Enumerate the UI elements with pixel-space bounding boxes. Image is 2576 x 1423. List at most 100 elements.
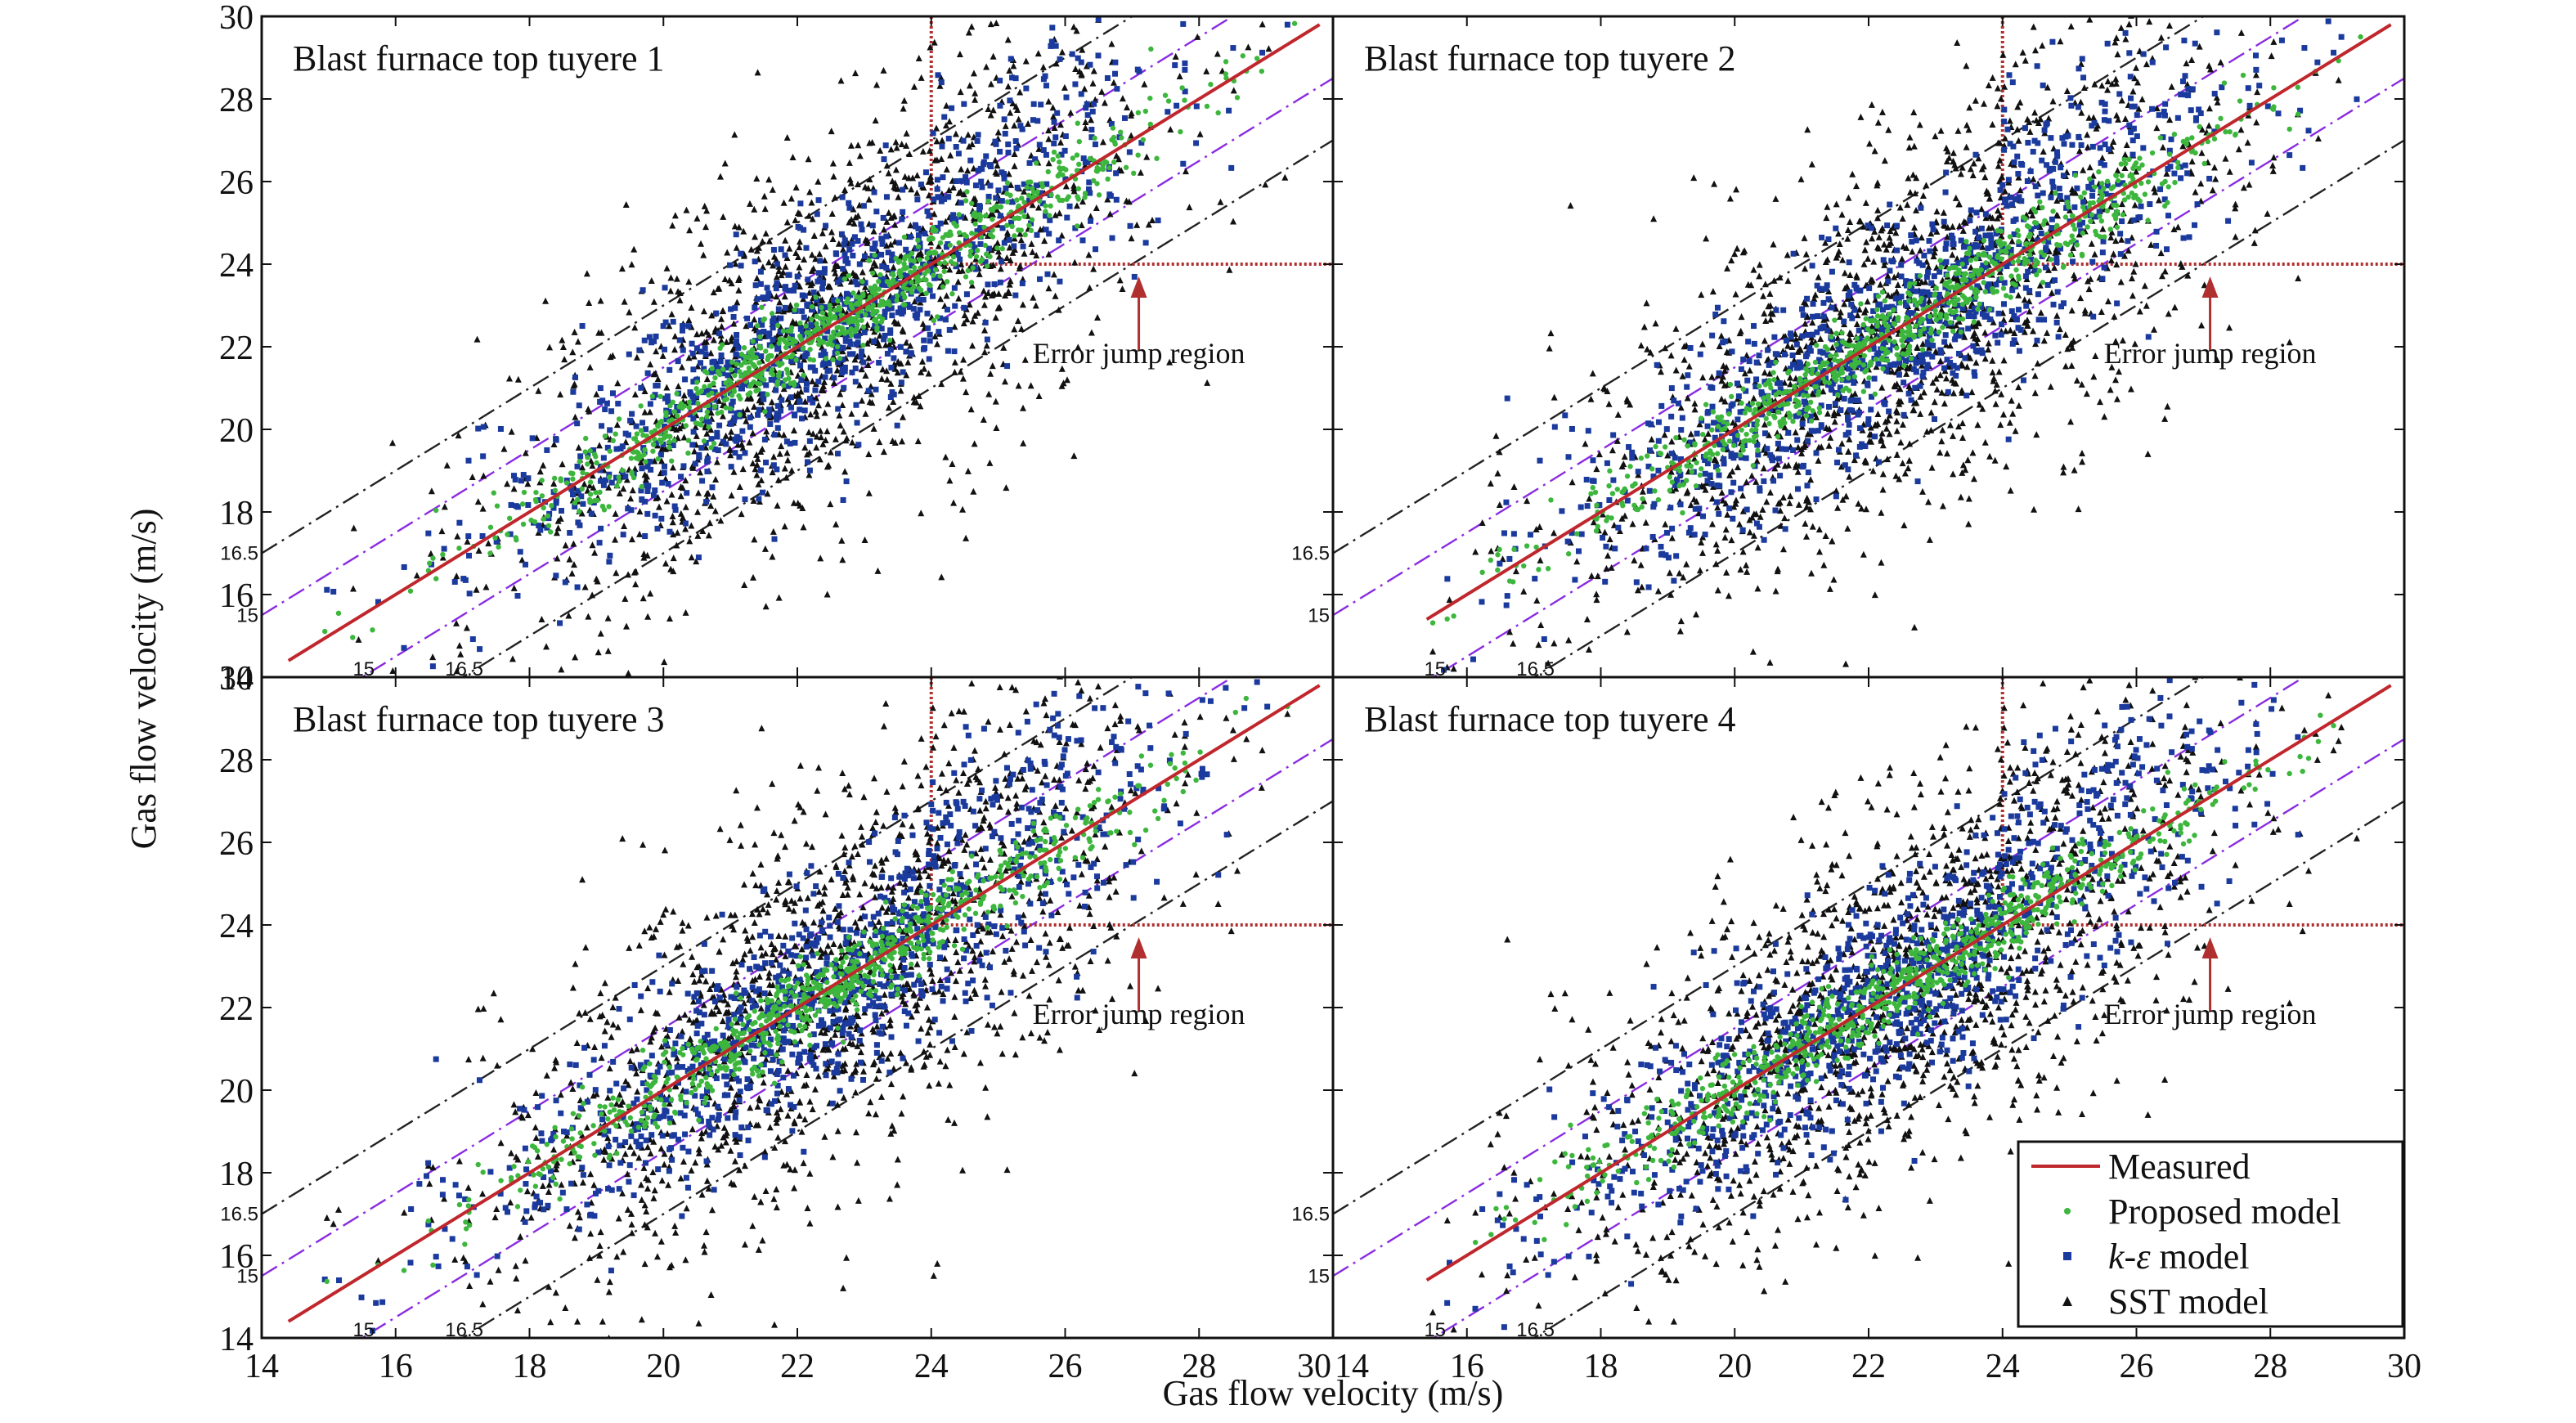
k-epsilon-point: [638, 384, 644, 391]
sst-point: [1618, 463, 1626, 470]
sst-point: [887, 240, 895, 248]
sst-point: [2001, 83, 2008, 90]
k-epsilon-point: [1039, 200, 1046, 207]
k-epsilon-point: [1043, 181, 1050, 187]
sst-point: [1701, 435, 1708, 442]
sst-point: [782, 236, 789, 244]
sst-point: [747, 245, 755, 253]
k-epsilon-point: [2301, 45, 2308, 52]
k-epsilon-point: [977, 225, 984, 231]
proposed-point: [638, 403, 644, 409]
sst-point: [1642, 518, 1649, 526]
k-epsilon-point: [1083, 105, 1089, 111]
sst-point: [2107, 257, 2115, 264]
sst-point: [1149, 216, 1156, 223]
k-epsilon-point: [759, 321, 765, 328]
sst-point: [1088, 116, 1095, 123]
sst-point: [1676, 569, 1683, 577]
proposed-point: [762, 409, 768, 415]
k-epsilon-point: [1037, 190, 1043, 196]
sst-point: [862, 410, 869, 417]
sst-point: [655, 503, 662, 510]
sst-point: [2198, 126, 2206, 133]
k-epsilon-point: [784, 383, 791, 389]
k-epsilon-point: [775, 343, 782, 350]
proposed-point: [593, 489, 599, 496]
sst-point: [1757, 513, 1764, 520]
proposed-point: [1051, 149, 1057, 155]
k-epsilon-point: [963, 237, 970, 244]
sst-point: [2113, 395, 2120, 402]
sst-point: [1871, 227, 1878, 235]
sst-point: [1573, 558, 1581, 565]
sst-point: [1089, 79, 1097, 87]
sst-point: [1658, 368, 1665, 375]
k-epsilon-point: [977, 240, 984, 247]
proposed-point: [846, 273, 852, 279]
proposed-point: [755, 380, 761, 387]
k-epsilon-point: [936, 329, 942, 335]
proposed-point: [729, 393, 735, 398]
sst-point: [1944, 147, 1951, 155]
sst-point: [1699, 340, 1706, 348]
sst-point: [1786, 374, 1793, 381]
k-epsilon-point: [1564, 538, 1571, 545]
sst-point: [938, 155, 945, 162]
sst-point: [867, 383, 874, 390]
proposed-point: [558, 476, 563, 482]
sst-point: [1086, 284, 1093, 291]
sst-point: [2170, 225, 2178, 232]
sst-point: [2155, 196, 2162, 204]
sst-point: [903, 129, 910, 137]
proposed-point: [701, 438, 707, 444]
proposed-point: [667, 403, 673, 409]
k-epsilon-point: [852, 379, 859, 385]
sst-point: [2121, 150, 2129, 158]
sst-point: [2246, 181, 2253, 188]
sst-point: [1970, 159, 1977, 167]
k-epsilon-point: [711, 388, 717, 395]
sst-point: [987, 370, 994, 377]
k-epsilon-point: [1672, 455, 1678, 461]
proposed-point: [962, 231, 967, 238]
k-epsilon-point: [810, 290, 817, 296]
k-epsilon-point: [757, 268, 764, 275]
sst-point: [2091, 250, 2098, 258]
sst-point: [1011, 122, 1018, 129]
proposed-point: [666, 444, 672, 451]
proposed-point: [1111, 134, 1117, 141]
k-epsilon-point: [646, 334, 653, 340]
k-epsilon-point: [757, 281, 764, 287]
k-epsilon-point: [779, 379, 786, 386]
sst-point: [1883, 245, 1890, 253]
sst-point: [1672, 366, 1680, 374]
sst-point: [1943, 157, 1950, 164]
sst-point: [1639, 487, 1646, 495]
k-epsilon-point: [1584, 503, 1591, 509]
sst-point: [1838, 440, 1846, 447]
sst-point: [2108, 363, 2116, 370]
sst-point: [864, 361, 872, 369]
k-epsilon-point: [936, 254, 943, 260]
sst-point: [2092, 352, 2099, 360]
sst-point: [2235, 146, 2242, 153]
proposed-point: [880, 302, 886, 307]
sst-point: [707, 519, 714, 527]
k-epsilon-point: [850, 351, 856, 357]
k-epsilon-point: [945, 135, 952, 141]
sst-point: [676, 296, 684, 303]
sst-point: [2252, 71, 2260, 79]
sst-point: [1834, 504, 1842, 511]
sst-point: [1932, 132, 1939, 140]
proposed-point: [549, 503, 554, 509]
sst-point: [1004, 36, 1012, 43]
sst-point: [1981, 100, 1988, 107]
sst-point: [1545, 659, 1552, 667]
sst-point: [927, 43, 934, 51]
k-epsilon-point: [1052, 43, 1059, 49]
proposed-point: [843, 299, 850, 306]
sst-point: [1738, 313, 1745, 321]
proposed-point: [969, 231, 975, 236]
k-epsilon-point: [802, 352, 809, 358]
proposed-point: [1223, 71, 1229, 77]
